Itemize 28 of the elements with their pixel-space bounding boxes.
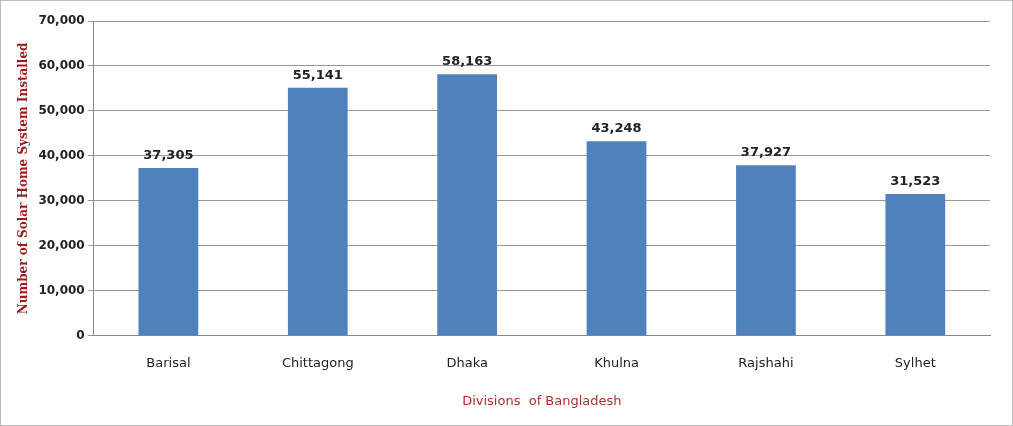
y-tick-label: 50,000 <box>38 103 85 118</box>
y-tick-label: 60,000 <box>38 58 85 73</box>
y-tick-label: 10,000 <box>38 282 85 297</box>
y-tick-label: 0 <box>76 327 85 342</box>
data-label: 55,141 <box>292 66 343 82</box>
bar <box>736 165 796 336</box>
data-label: 37,927 <box>740 144 792 160</box>
y-tick-label: 20,000 <box>38 237 85 252</box>
bar <box>885 194 946 336</box>
x-tick-label: Chittagong <box>281 354 354 370</box>
y-tick-label: 70,000 <box>38 13 85 28</box>
data-label: 31,523 <box>890 172 941 188</box>
x-tick-label: Rajshahi <box>738 354 794 370</box>
y-axis-title: Number of Solar Home System Installed <box>16 41 31 315</box>
x-axis-title: Divisions of Bangladesh <box>462 392 622 408</box>
x-tick-label: Khulna <box>594 354 639 370</box>
data-label: 37,305 <box>143 146 194 162</box>
x-tick-label: Dhaka <box>446 354 488 370</box>
bar <box>138 168 199 336</box>
data-label: 58,163 <box>442 53 493 69</box>
bar <box>586 141 647 336</box>
y-tick-label: 40,000 <box>38 148 85 163</box>
bar <box>287 87 348 336</box>
x-tick-label: Sylhet <box>894 354 936 370</box>
bar <box>437 74 498 336</box>
y-tick-label: 30,000 <box>38 193 85 208</box>
x-tick-label: Barisal <box>146 354 191 370</box>
data-label: 43,248 <box>591 120 642 136</box>
